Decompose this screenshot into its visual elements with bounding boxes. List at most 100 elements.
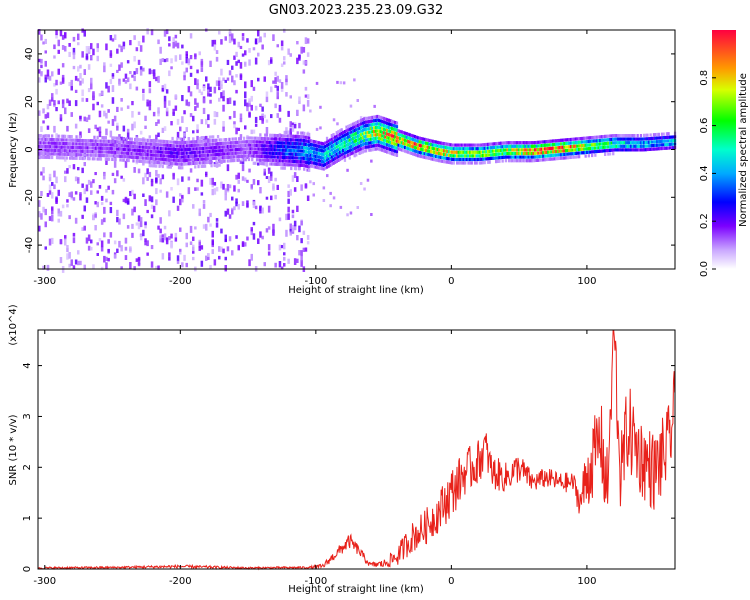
spectrogram-cell — [382, 127, 386, 131]
spectrogram-cell — [390, 123, 394, 127]
spectrogram-cell — [621, 148, 625, 152]
spectrogram-cell — [374, 115, 377, 119]
spectrogram-cell — [296, 41, 299, 45]
spectrogram-cell — [118, 218, 121, 225]
spectrogram-cell — [119, 151, 122, 155]
spectrogram-cell — [64, 176, 67, 183]
spectrogram-cell — [246, 140, 249, 144]
spectrogram-cell — [353, 154, 356, 158]
spectrogram-cell — [98, 150, 101, 154]
spectrogram-cell — [226, 77, 230, 81]
spectrogram-cell — [228, 144, 231, 149]
spectrogram-cell — [272, 137, 275, 141]
spectrogram-cell — [169, 158, 172, 162]
spectrogram-cell — [207, 216, 210, 223]
spectrogram-cell — [120, 45, 123, 51]
spectrogram-cell — [649, 144, 652, 148]
spectrogram-cell — [641, 137, 644, 141]
spectrogram-cell — [270, 133, 273, 137]
spectrogram-cell — [399, 133, 402, 137]
spectrogram-cell — [369, 123, 373, 127]
spectrogram-cell — [113, 161, 117, 168]
spectrogram-cell — [324, 159, 327, 163]
spectrogram-cell — [293, 141, 296, 146]
spectrogram-x-ticks: -300 -200 -100 0 100 — [33, 30, 596, 287]
spectrogram-cell — [96, 157, 99, 161]
spectrogram-cell — [197, 147, 200, 151]
spectrogram-cell — [490, 142, 493, 146]
spectrogram-cell — [530, 155, 534, 159]
spectrogram-cell — [251, 136, 254, 140]
spectrogram-cell — [587, 136, 590, 140]
spectrogram-cell — [65, 138, 68, 142]
spectrogram-cell — [57, 152, 60, 156]
spectrogram-cell — [527, 144, 530, 148]
spectrogram-cell — [220, 39, 223, 45]
spectrogram-cell — [368, 141, 371, 145]
spectrogram-cell — [133, 266, 136, 271]
spectrogram-cell — [220, 228, 223, 234]
spectrogram-cell — [652, 143, 656, 148]
spectrogram-cell — [610, 145, 613, 149]
spectrogram-cell — [248, 259, 251, 267]
spectrogram-cell — [51, 152, 54, 156]
spectrogram-cell — [441, 145, 444, 149]
spectrogram-cell — [472, 143, 475, 147]
spectrogram-cell — [226, 148, 229, 152]
spectrogram-cell — [296, 138, 299, 142]
spectrogram-cell — [83, 146, 86, 150]
spectrogram-cell — [212, 153, 215, 157]
spectrogram-cell — [81, 153, 85, 157]
spectrogram-cell — [503, 144, 506, 149]
spectrogram-cell — [509, 155, 512, 159]
spectrogram-cell — [275, 144, 278, 148]
spectrogram-cell — [347, 135, 350, 139]
spectrogram-cell — [107, 85, 110, 93]
spectrogram-cell — [198, 136, 201, 142]
spectrogram-cell — [361, 125, 364, 129]
spectrogram-cell — [626, 148, 630, 152]
spectrogram-cell — [379, 137, 382, 141]
spectrogram-cell — [65, 156, 68, 160]
spectrogram-cell — [198, 208, 201, 216]
spectrogram-cell — [220, 68, 223, 76]
spectrogram-cell — [308, 136, 311, 140]
spectrogram-cell — [382, 145, 386, 149]
spectrogram-cell — [643, 141, 646, 145]
spectrogram-cell — [298, 145, 301, 149]
spectrogram-cell — [308, 140, 311, 144]
spectrogram-cell — [255, 151, 259, 155]
spectrogram-cell — [386, 128, 389, 133]
spectrogram-cell — [504, 155, 508, 159]
snr-frame — [37, 329, 676, 570]
spectrogram-cell — [228, 70, 232, 76]
spectrogram-cell — [60, 152, 64, 156]
spectrogram-cell — [100, 104, 104, 108]
spectrogram-cell — [190, 151, 194, 155]
spectrogram-cell — [171, 147, 174, 151]
spectrogram-cell — [145, 145, 148, 149]
spectrogram-cell — [127, 158, 130, 163]
spectrogram-cell — [506, 155, 509, 159]
spectrogram-cell — [77, 153, 80, 157]
spectrogram-cell — [366, 120, 369, 124]
spectrogram-cell — [399, 137, 402, 141]
spectrogram-cell — [78, 142, 81, 146]
spectrogram-cell — [119, 140, 122, 144]
spectrogram-cell — [571, 155, 574, 159]
spectrogram-cell — [295, 134, 298, 138]
spectrogram-cell — [586, 143, 589, 147]
spectrogram-cell — [486, 157, 490, 161]
spectrogram-cell — [426, 138, 429, 142]
spectrogram-cell — [107, 120, 110, 124]
spectrogram-cell — [395, 132, 399, 136]
spectrogram-cell — [75, 135, 78, 139]
spectrogram-cell — [428, 156, 431, 160]
spectrogram-cell — [667, 135, 670, 139]
spectrogram-cell — [140, 149, 143, 153]
spectrogram-cell — [363, 135, 366, 139]
spectrogram-cell — [306, 136, 309, 140]
spectrogram-cell — [103, 150, 106, 154]
spectrogram-cell — [631, 144, 634, 148]
spectrogram-cell — [522, 155, 525, 159]
